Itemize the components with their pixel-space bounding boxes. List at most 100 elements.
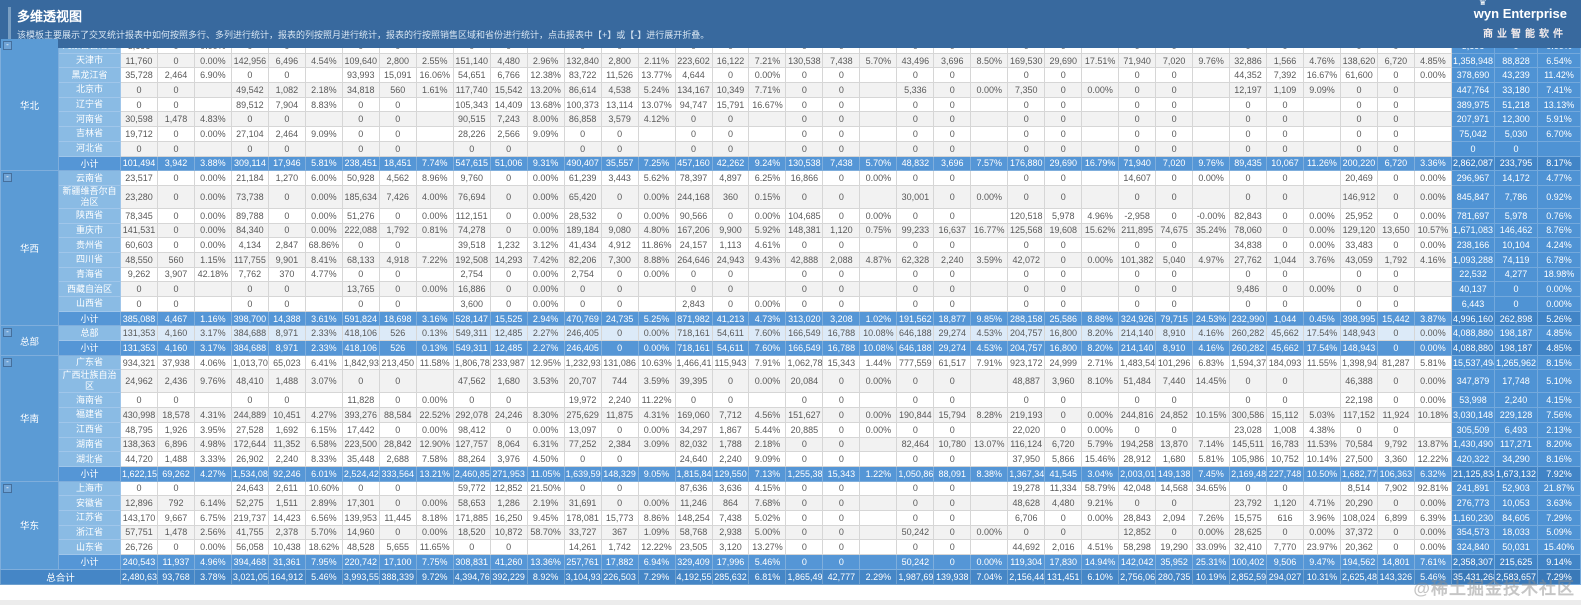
ratio-cell: 7.22%: [415, 251, 454, 268]
giveaway-cell: 3,443: [600, 170, 639, 186]
grand-total-ratio-cell: [1536, 140, 1581, 157]
ratio-cell: 7.74%: [415, 155, 454, 172]
ratio-cell: [1303, 392, 1341, 409]
sales-cell: 0: [1118, 96, 1157, 113]
giveaway-cell: 15,794: [933, 407, 972, 423]
giveaway-cell: 29,274: [933, 325, 972, 342]
ratio-cell: 4.87%: [859, 251, 898, 268]
sales-cell: 0: [452, 392, 491, 409]
collapse-icon[interactable]: -: [3, 328, 12, 338]
sales-cell: 0: [120, 296, 158, 312]
ratio-cell: 0.81%: [415, 222, 454, 239]
sales-cell: 167,206: [674, 222, 713, 239]
sales-cell: 324,926: [1118, 310, 1157, 327]
province-cell: 四川省: [58, 251, 121, 268]
sales-cell: 35,728: [120, 67, 158, 84]
ratio-cell: 0.00%: [415, 495, 454, 511]
giveaway-cell: 0: [822, 126, 861, 142]
collapse-icon[interactable]: -: [3, 483, 12, 493]
giveaway-cell: 2,688: [378, 451, 417, 467]
ratio-cell: [193, 96, 232, 113]
giveaway-cell: 29,690: [1044, 52, 1083, 69]
sales-cell: 138,363: [120, 436, 158, 453]
grand-total-ratio-cell: 2.13%: [1536, 421, 1581, 438]
grand-total-ratio-cell: 18.98%: [1536, 266, 1581, 283]
ratio-cell: 9.85%: [970, 310, 1009, 327]
ratio-cell: 6.32%: [1413, 465, 1452, 482]
grand-total-sales-cell: 4,996,160: [1450, 310, 1495, 327]
ratio-cell: 0.00%: [1413, 392, 1452, 409]
ratio-cell: 9.76%: [1192, 52, 1231, 69]
giveaway-cell: 18,698: [378, 310, 417, 327]
ratio-cell: 0.00%: [859, 207, 898, 224]
ratio-cell: 0.00%: [1081, 82, 1120, 98]
sales-cell: 0: [341, 480, 380, 497]
giveaway-cell: 93,768: [156, 568, 195, 585]
giveaway-cell: 148,329: [600, 465, 639, 482]
giveaway-cell: 14,568: [1155, 480, 1194, 497]
giveaway-cell: 0: [822, 140, 861, 157]
giveaway-cell: 0: [1376, 421, 1415, 438]
sales-cell: 30,001: [896, 184, 935, 209]
grand-total-sales-cell: 1,160,230: [1450, 509, 1495, 526]
giveaway-cell: 333,564: [378, 465, 417, 482]
sales-cell: 257,761: [563, 554, 602, 570]
sales-cell: 223,500: [341, 436, 380, 453]
sales-cell: 100,402: [1229, 554, 1268, 570]
ratio-cell: 6.00%: [304, 170, 343, 186]
giveaway-cell: 0: [1266, 207, 1304, 224]
sales-cell: 2,460,856: [452, 465, 491, 482]
province-cell: 山西省: [58, 296, 121, 312]
sales-cell: 20,362: [1339, 539, 1378, 555]
sales-cell: 200,220: [1339, 155, 1378, 172]
giveaway-cell: 0: [933, 111, 972, 128]
grand-total-ratio-cell: 0.76%: [1536, 207, 1581, 224]
sales-cell: 0: [1007, 170, 1046, 186]
ratio-cell: [304, 296, 343, 312]
ratio-cell: [859, 266, 898, 283]
giveaway-cell: 10,872: [489, 524, 528, 541]
horizontal-scrollbar[interactable]: [0, 600, 1581, 605]
ratio-cell: 2.96%: [526, 52, 565, 69]
giveaway-cell: 280,735: [1155, 568, 1194, 585]
sales-cell: 0: [785, 509, 824, 526]
giveaway-cell: 6,720: [1376, 155, 1415, 172]
collapse-icon[interactable]: -: [3, 41, 12, 50]
ratio-cell: 4.71%: [1303, 495, 1341, 511]
page-description: 该模板主要展示了交叉统计报表中如何按照多行、多列进行统计，报表的列按照月进行统计…: [17, 30, 710, 40]
ratio-cell: [1413, 96, 1452, 113]
ratio-cell: 0.00%: [526, 170, 565, 186]
grand-total-row-label: 总合计: [0, 568, 121, 585]
sales-cell: 24,640: [674, 451, 713, 467]
ratio-cell: 1.02%: [859, 310, 898, 327]
ratio-cell: 8.88%: [637, 251, 676, 268]
ratio-cell: 0.00%: [193, 170, 232, 186]
sales-cell: 0: [785, 436, 824, 453]
sales-cell: 430,998: [120, 407, 158, 423]
giveaway-cell: 0: [600, 184, 639, 209]
giveaway-cell: 0: [1044, 281, 1083, 297]
giveaway-cell: 0: [1155, 126, 1194, 142]
ratio-cell: [1081, 266, 1120, 283]
ratio-cell: 9.47%: [1303, 554, 1341, 570]
giveaway-cell: 9,667: [156, 509, 195, 526]
sales-cell: 145,511: [1229, 436, 1268, 453]
sales-cell: 148,943: [1339, 340, 1378, 356]
ratio-cell: [1192, 266, 1231, 283]
sales-cell: 777,559: [896, 354, 935, 371]
giveaway-cell: 0: [156, 184, 195, 209]
grand-total-ratio-cell: 8.17%: [1536, 155, 1581, 172]
grand-total-giveaway-cell: 1,673,132: [1493, 465, 1538, 482]
giveaway-cell: 0: [933, 296, 972, 312]
grand-total-giveaway-cell: 18,033: [1493, 524, 1538, 541]
ratio-cell: 2.19%: [526, 495, 565, 511]
collapse-icon[interactable]: -: [3, 357, 12, 367]
giveaway-cell: 51,006: [489, 155, 528, 172]
sales-cell: 2,754: [452, 266, 491, 283]
sales-cell: 1,865,491: [785, 568, 824, 585]
giveaway-cell: 45,662: [1266, 340, 1304, 356]
giveaway-cell: 3,907: [156, 266, 195, 283]
giveaway-cell: 0: [1376, 392, 1415, 409]
collapse-icon[interactable]: -: [3, 173, 12, 183]
sales-cell: 48,528: [341, 539, 380, 555]
